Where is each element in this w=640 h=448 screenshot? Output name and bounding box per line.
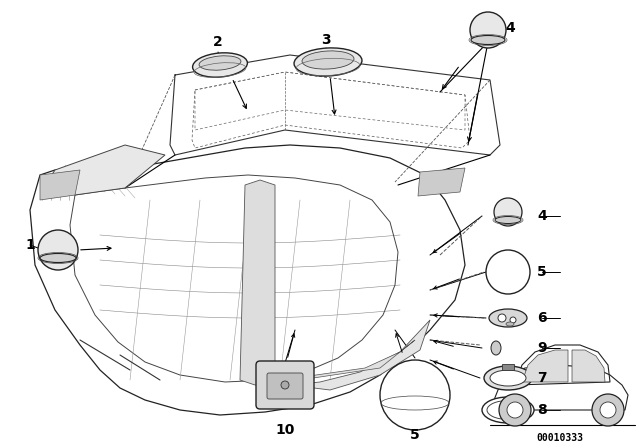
Bar bbox=[502, 364, 514, 370]
Ellipse shape bbox=[294, 48, 362, 76]
Ellipse shape bbox=[199, 56, 241, 70]
Polygon shape bbox=[295, 340, 415, 380]
Polygon shape bbox=[40, 170, 80, 200]
Ellipse shape bbox=[40, 254, 76, 263]
Circle shape bbox=[592, 394, 624, 426]
Polygon shape bbox=[522, 350, 568, 382]
Text: 7: 7 bbox=[537, 371, 547, 385]
Text: 5: 5 bbox=[537, 265, 547, 279]
Circle shape bbox=[498, 314, 506, 322]
FancyBboxPatch shape bbox=[267, 373, 303, 399]
Ellipse shape bbox=[471, 35, 505, 44]
Ellipse shape bbox=[495, 216, 521, 224]
Polygon shape bbox=[290, 320, 430, 390]
Polygon shape bbox=[572, 350, 605, 382]
Text: 10: 10 bbox=[275, 423, 294, 437]
Text: 9: 9 bbox=[537, 341, 547, 355]
Text: 4: 4 bbox=[505, 21, 515, 35]
Text: 2: 2 bbox=[213, 35, 223, 49]
FancyBboxPatch shape bbox=[256, 361, 314, 409]
Circle shape bbox=[38, 230, 78, 270]
Circle shape bbox=[486, 250, 530, 294]
Ellipse shape bbox=[302, 51, 354, 69]
Ellipse shape bbox=[506, 322, 514, 326]
Text: 3: 3 bbox=[321, 33, 331, 47]
Circle shape bbox=[494, 198, 522, 226]
Circle shape bbox=[600, 402, 616, 418]
Ellipse shape bbox=[482, 397, 534, 423]
Ellipse shape bbox=[487, 273, 529, 281]
Ellipse shape bbox=[490, 370, 526, 386]
Text: 00010333: 00010333 bbox=[536, 433, 584, 443]
Text: 5: 5 bbox=[410, 428, 420, 442]
Circle shape bbox=[499, 394, 531, 426]
Ellipse shape bbox=[491, 341, 501, 355]
Circle shape bbox=[380, 360, 450, 430]
Polygon shape bbox=[45, 145, 165, 195]
Text: 6: 6 bbox=[537, 311, 547, 325]
Text: 1: 1 bbox=[25, 238, 35, 252]
Polygon shape bbox=[418, 168, 465, 196]
Polygon shape bbox=[240, 180, 275, 385]
Text: 4: 4 bbox=[537, 209, 547, 223]
Circle shape bbox=[510, 317, 516, 323]
Text: 8: 8 bbox=[537, 403, 547, 417]
Ellipse shape bbox=[489, 309, 527, 327]
Circle shape bbox=[281, 381, 289, 389]
Ellipse shape bbox=[193, 53, 248, 77]
Circle shape bbox=[470, 12, 506, 48]
Circle shape bbox=[507, 402, 523, 418]
Ellipse shape bbox=[484, 366, 532, 390]
